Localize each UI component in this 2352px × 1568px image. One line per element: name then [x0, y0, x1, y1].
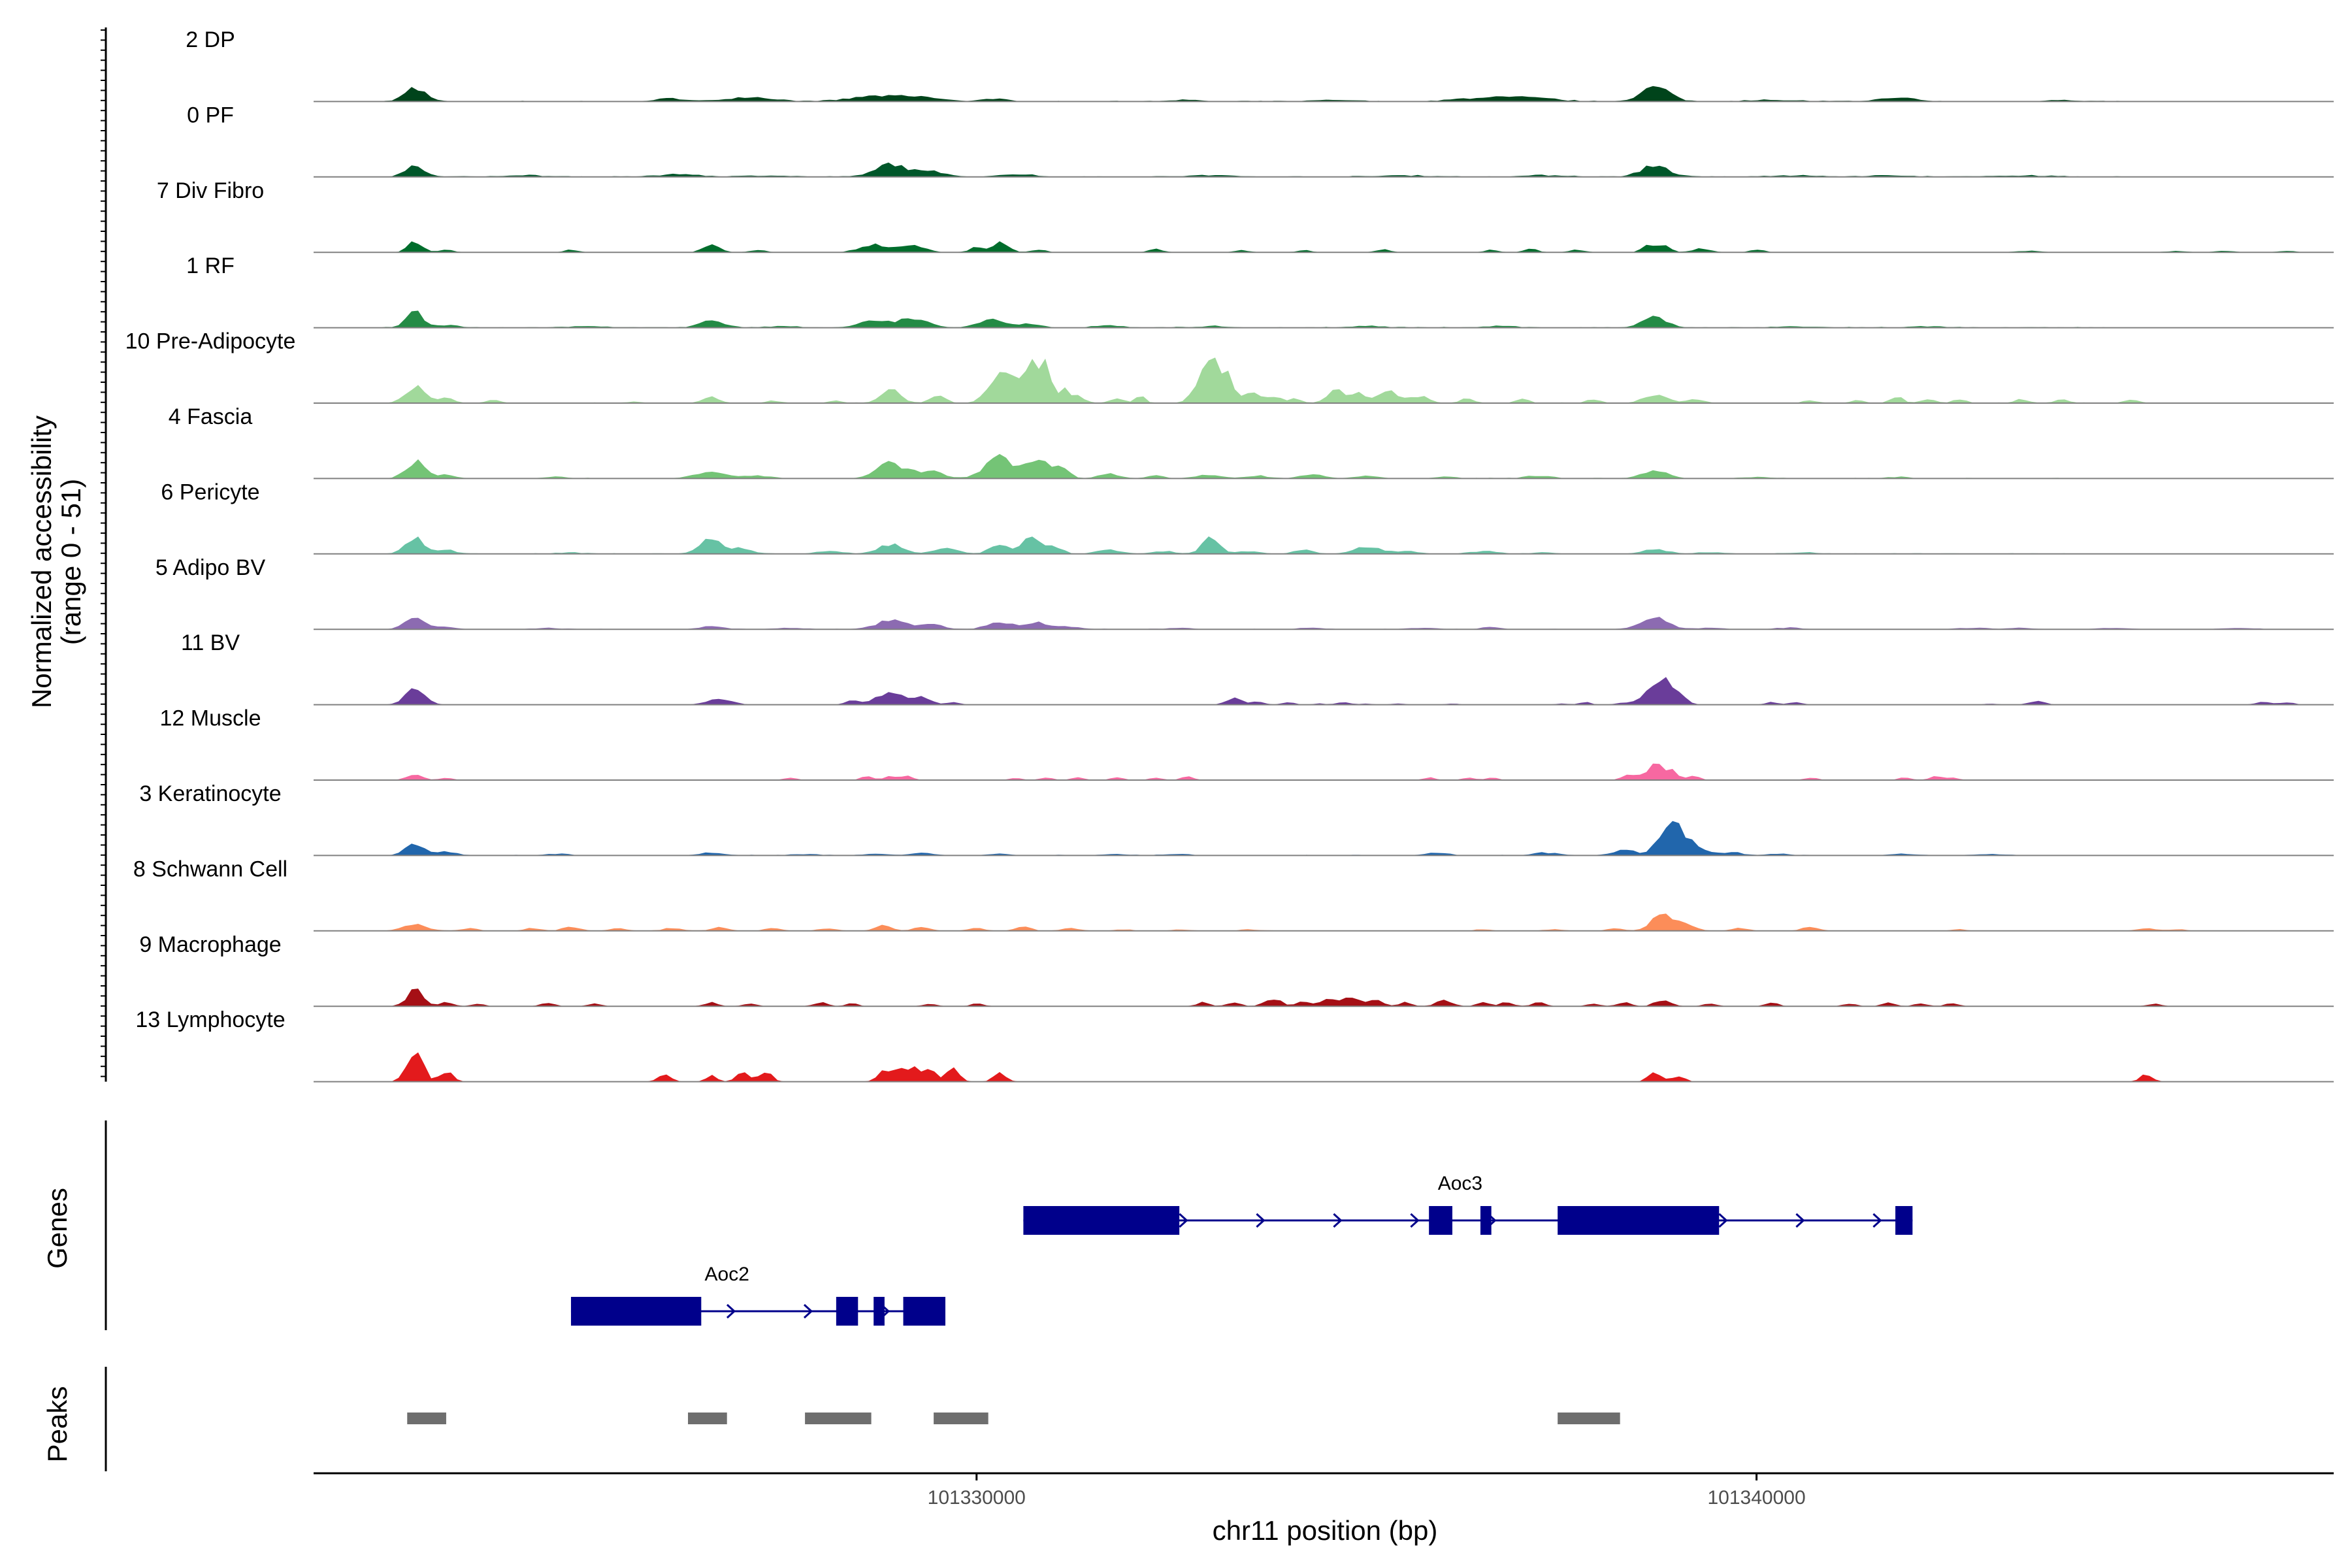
gene-exon [1558, 1206, 1720, 1235]
genes-track: Aoc3 Aoc2 [105, 1120, 1913, 1330]
gene-exon [903, 1297, 945, 1326]
coverage-track: 5 Adipo BV [155, 555, 2334, 630]
genes-track-label: Genes [42, 1188, 73, 1269]
track-label: 13 Lymphocyte [135, 1007, 285, 1032]
gene-exon [1429, 1206, 1452, 1235]
track-label: 11 BV [181, 630, 240, 655]
strand-arrow [1718, 1213, 1728, 1228]
gene-model: Aoc3 [1023, 1173, 1913, 1235]
coverage-track: 8 Schwann Cell [133, 857, 2334, 932]
y-axis-title-line-1: Normalized accessibility [26, 416, 57, 708]
gene-exon [874, 1297, 885, 1326]
coverage-track: 2 DP [186, 27, 2334, 103]
track-label: 12 Muscle [160, 706, 261, 731]
strand-arrow [1333, 1213, 1343, 1228]
peaks-track-label: Peaks [42, 1386, 73, 1463]
x-axis-title: chr11 position (bp) [1213, 1515, 1438, 1546]
peak-region [688, 1413, 727, 1424]
strand-arrow [1872, 1213, 1882, 1228]
gene-exon [570, 1297, 702, 1326]
coverage-track: 3 Keratinocyte [139, 781, 2334, 857]
gene-name-label: Aoc3 [1438, 1173, 1482, 1194]
coverage-area [314, 988, 2334, 1007]
gene-exon [1895, 1206, 1913, 1235]
coverage-area [314, 677, 2334, 705]
coverage-area [314, 1052, 2334, 1082]
strand-arrow [726, 1303, 736, 1319]
peak-region [805, 1413, 872, 1424]
track-label: 6 Pericyte [161, 480, 259, 504]
track-label: 7 Div Fibro [157, 178, 264, 203]
x-tick-label: 101330000 [928, 1487, 1026, 1509]
track-label: 2 DP [186, 27, 235, 52]
track-label: 3 Keratinocyte [139, 781, 281, 806]
coverage-area [314, 453, 2334, 479]
strand-arrow [1410, 1213, 1420, 1228]
gene-name-label: Aoc2 [705, 1264, 749, 1285]
strand-arrow [1256, 1213, 1266, 1228]
peak-region [1558, 1413, 1620, 1424]
coverage-area [314, 821, 2334, 856]
coverage-track: 13 Lymphocyte [135, 1007, 2334, 1083]
track-label: 5 Adipo BV [155, 555, 266, 580]
y-axis-title-line-2: (range 0 - 51) [56, 479, 86, 645]
gene-exon [1480, 1206, 1492, 1235]
coverage-area [314, 310, 2334, 328]
coverage-area [314, 162, 2334, 177]
gene-exon [1023, 1206, 1180, 1235]
coverage-area [314, 357, 2334, 403]
coverage-track: 4 Fascia [169, 404, 2334, 480]
coverage-area [314, 241, 2334, 253]
track-label: 9 Macrophage [139, 932, 281, 957]
coverage-track: 12 Muscle [160, 706, 2334, 781]
coverage-area [314, 913, 2334, 931]
coverage-track: 0 PF [187, 103, 2334, 178]
strand-arrow [1795, 1213, 1805, 1228]
coverage-tracks: 2 DP 0 PF 7 Div Fibro 1 RF 10 Pre-Adipocyte 4… [101, 27, 2334, 1083]
track-label: 1 RF [186, 253, 235, 278]
coverage-track: 9 Macrophage [139, 932, 2334, 1007]
coverage-track: 11 BV [181, 630, 2334, 706]
track-label: 10 Pre-Adipocyte [125, 329, 296, 354]
peak-region [407, 1413, 446, 1424]
track-label: 8 Schwann Cell [133, 857, 287, 881]
coverage-track: 6 Pericyte [161, 480, 2334, 555]
x-tick-label: 101340000 [1707, 1487, 1805, 1509]
coverage-area [314, 763, 2334, 780]
strand-arrow [1179, 1213, 1188, 1228]
peak-region [934, 1413, 988, 1424]
coverage-area [314, 86, 2334, 102]
coverage-track: 7 Div Fibro [157, 178, 2334, 253]
coverage-area [314, 536, 2334, 554]
coverage-track: 1 RF [186, 253, 2334, 329]
peaks-track [105, 1367, 1620, 1471]
gene-model: Aoc2 [570, 1264, 945, 1326]
gene-exon [836, 1297, 858, 1326]
track-label: 4 Fascia [169, 404, 253, 429]
strand-arrow [803, 1303, 813, 1319]
coverage-track: 10 Pre-Adipocyte [125, 329, 2334, 404]
coverage-area [314, 617, 2334, 630]
track-label: 0 PF [187, 103, 234, 127]
x-axis: 101330000 101340000 [314, 1472, 2334, 1509]
